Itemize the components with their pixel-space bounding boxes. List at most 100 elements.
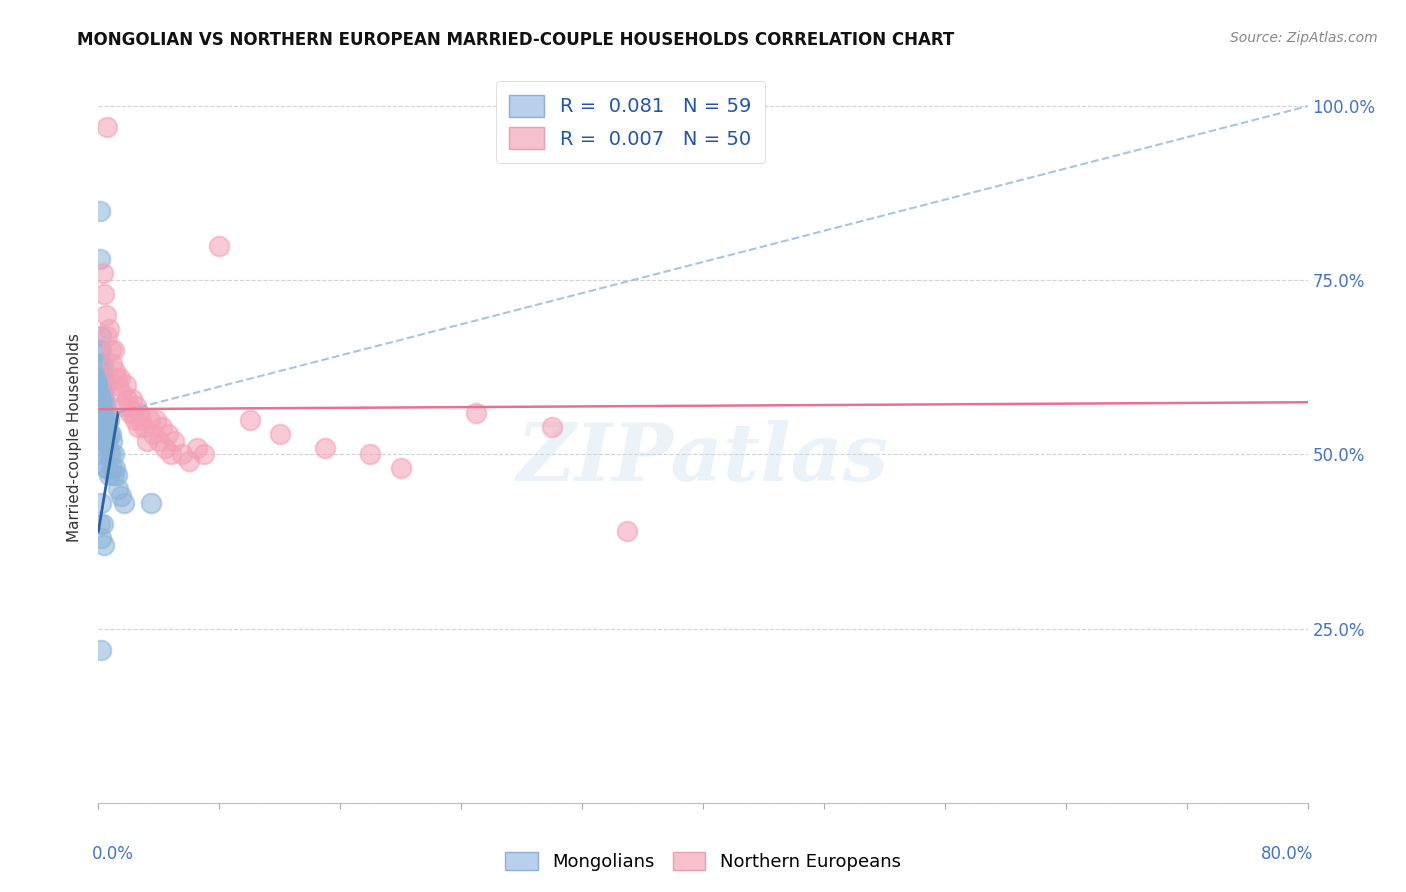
Point [129,412,152,426]
Point [89,399,111,413]
Point [93,448,115,462]
Point [91,517,114,532]
Point [101,357,124,371]
Point [193,448,215,462]
Point [156,426,179,441]
Point [91,357,114,371]
Point [105,371,128,385]
Point [98,468,121,483]
Point [104,364,127,378]
Point [90,329,112,343]
Point [89,203,111,218]
Point [160,448,183,462]
Point [108,371,131,385]
Point [145,412,167,426]
Point [107,377,129,392]
Text: 0.0%: 0.0% [93,846,134,863]
Point [186,441,208,455]
Point [90,343,112,357]
Point [124,412,146,426]
Point [107,483,129,497]
Point [94,377,117,392]
Point [93,434,115,448]
Y-axis label: Married-couple Households: Married-couple Households [67,333,83,541]
Point [89,343,111,357]
Point [98,448,121,462]
Point [96,434,118,448]
Point [96,419,118,434]
Point [122,406,145,420]
Point [114,377,136,392]
Point [208,238,231,252]
Point [105,468,128,483]
Point [94,399,117,413]
Point [91,384,114,399]
Point [139,412,162,426]
Point [93,377,115,392]
Point [142,426,165,441]
Point [90,377,112,392]
Point [89,517,111,532]
Text: ZIPatlas: ZIPatlas [517,420,889,498]
Point [163,434,186,448]
Point [90,392,112,406]
Legend: Mongolians, Northern Europeans: Mongolians, Northern Europeans [498,845,908,879]
Point [90,364,112,378]
Point [93,538,115,552]
Point [115,392,138,406]
Point [89,412,111,426]
Point [93,419,115,434]
Point [141,496,163,510]
Point [91,434,114,448]
Point [91,448,114,462]
Point [90,531,112,545]
Point [93,406,115,420]
Point [91,412,114,426]
Point [120,406,142,420]
Point [616,524,638,538]
Point [104,461,127,475]
Point [96,329,118,343]
Point [89,371,111,385]
Point [314,441,336,455]
Point [91,399,114,413]
Point [100,426,122,441]
Point [112,496,135,510]
Point [153,441,176,455]
Point [96,406,118,420]
Point [89,384,111,399]
Point [269,426,291,441]
Point [91,371,114,385]
Point [98,426,121,441]
Point [93,287,115,301]
Point [94,434,117,448]
Point [111,399,134,413]
Point [90,642,112,657]
Point [103,448,125,462]
Point [101,461,124,475]
Point [91,426,114,441]
Point [150,419,173,434]
Point [132,419,155,434]
Legend: R =  0.081   N = 59, R =  0.007   N = 50: R = 0.081 N = 59, R = 0.007 N = 50 [496,81,765,163]
Point [118,399,141,413]
Point [101,434,124,448]
Point [98,412,121,426]
Point [94,412,117,426]
Point [94,308,117,322]
Point [93,392,115,406]
Point [89,357,111,371]
Point [465,406,488,420]
Point [389,461,412,475]
Point [360,448,382,462]
Point [110,384,132,399]
Point [170,448,193,462]
Point [110,489,132,503]
Point [103,468,125,483]
Point [100,448,122,462]
Text: Source: ZipAtlas.com: Source: ZipAtlas.com [1230,31,1378,45]
Point [125,399,148,413]
Point [96,120,118,134]
Point [127,419,149,434]
Point [89,252,111,267]
